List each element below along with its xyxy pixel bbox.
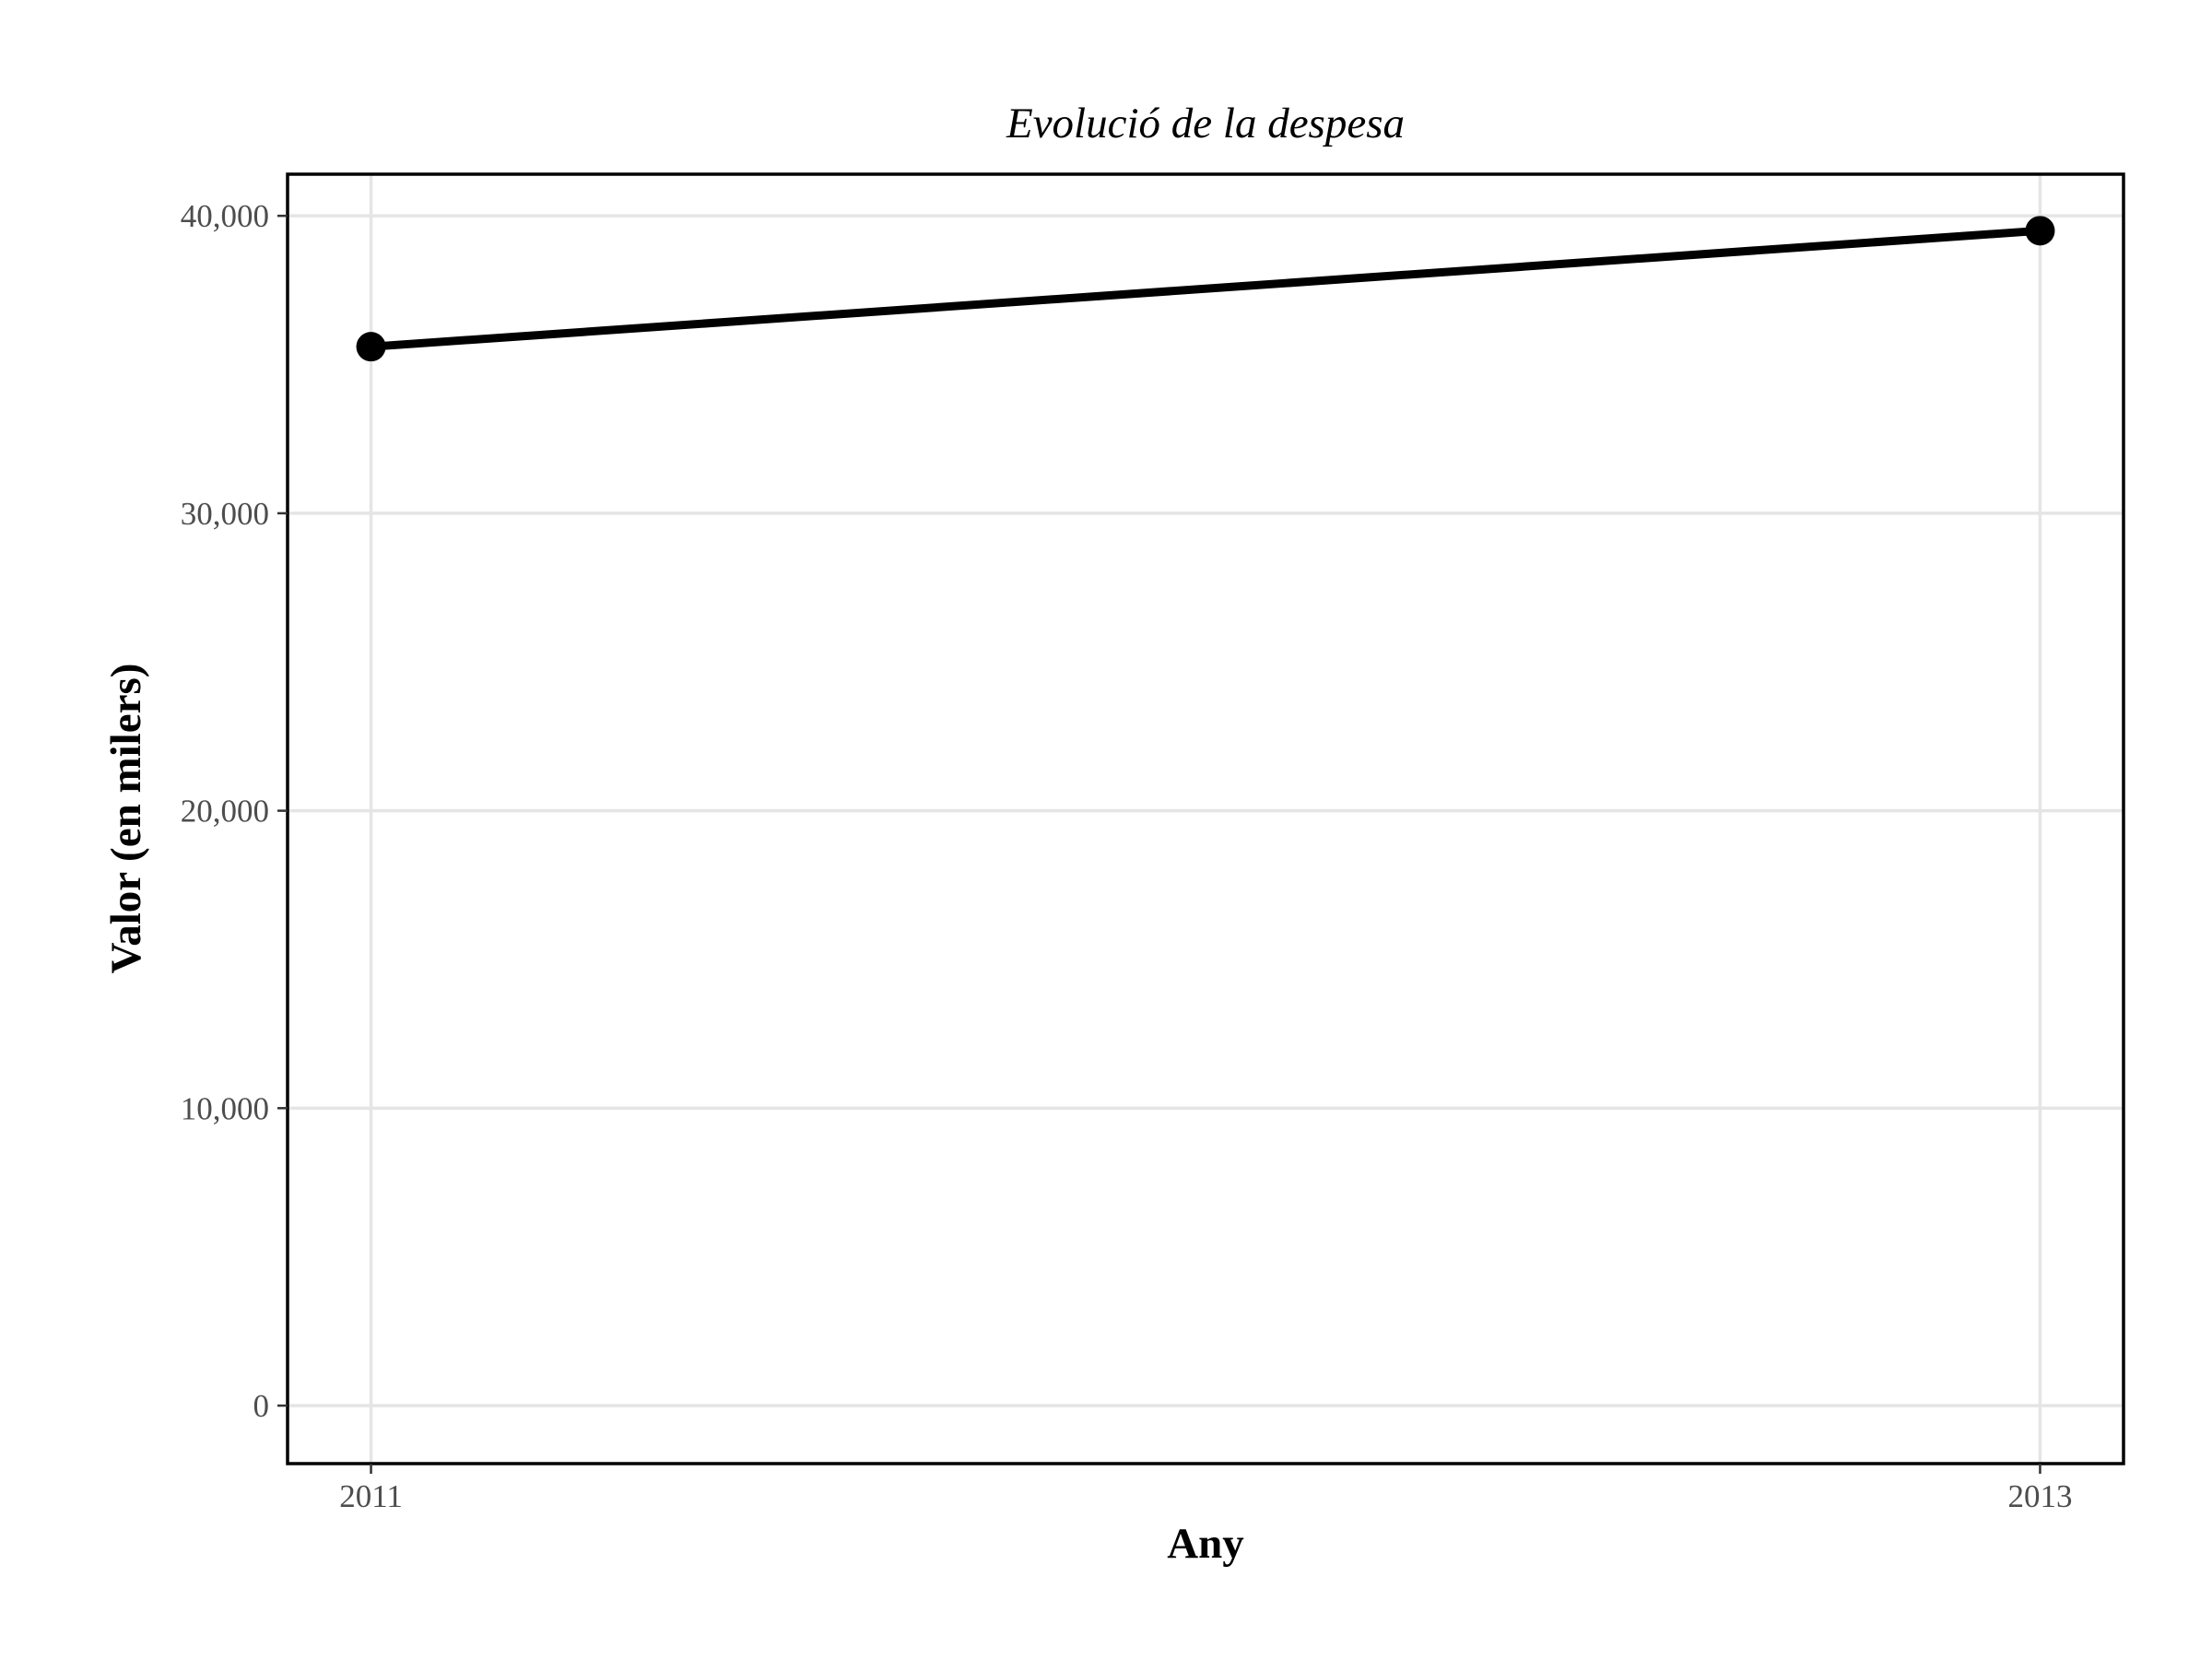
y-tick-label: 40,000 xyxy=(181,198,269,234)
chart-title: Evolució de la despesa xyxy=(1006,100,1405,147)
axis-ticks: 0 10,000 20,000 30,000 40,000 2011 2013 xyxy=(181,198,2073,1514)
y-tick-label: 30,000 xyxy=(181,496,269,532)
data-point xyxy=(356,332,386,362)
y-tick-label: 20,000 xyxy=(181,794,269,830)
plot-panel xyxy=(286,172,2125,1465)
y-tick-label: 0 xyxy=(253,1388,270,1424)
x-tick-label: 2013 xyxy=(2007,1478,2072,1514)
series-line xyxy=(371,226,2041,351)
data-point xyxy=(2025,216,2055,246)
gridlines xyxy=(288,174,2124,1464)
x-axis-title: Any xyxy=(1167,1520,1244,1568)
y-axis-title: Valor (en milers) xyxy=(102,664,150,974)
x-tick-label: 2011 xyxy=(339,1478,403,1514)
y-tick-label: 10,000 xyxy=(181,1090,269,1126)
series-layer xyxy=(356,216,2055,362)
